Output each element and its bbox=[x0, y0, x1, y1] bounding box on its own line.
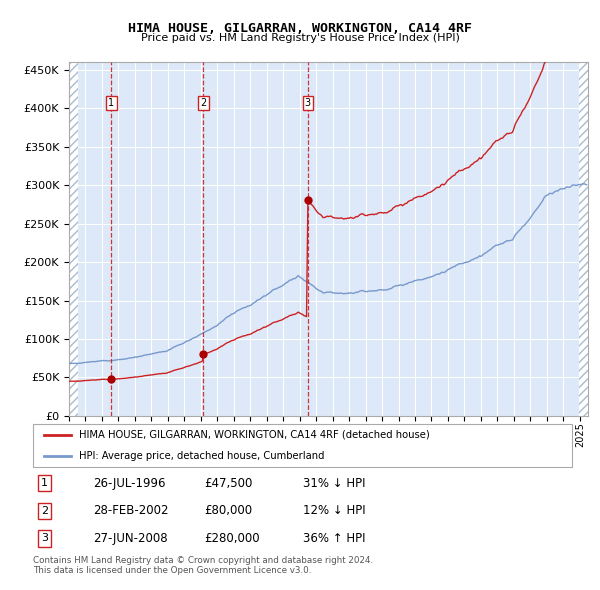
Text: £47,500: £47,500 bbox=[205, 477, 253, 490]
Text: HPI: Average price, detached house, Cumberland: HPI: Average price, detached house, Cumb… bbox=[79, 451, 325, 461]
Text: HIMA HOUSE, GILGARRAN, WORKINGTON, CA14 4RF (detached house): HIMA HOUSE, GILGARRAN, WORKINGTON, CA14 … bbox=[79, 430, 430, 440]
Text: Price paid vs. HM Land Registry's House Price Index (HPI): Price paid vs. HM Land Registry's House … bbox=[140, 33, 460, 43]
Text: 1: 1 bbox=[41, 478, 48, 488]
FancyBboxPatch shape bbox=[33, 424, 572, 467]
Text: 2: 2 bbox=[41, 506, 49, 516]
Text: 1: 1 bbox=[108, 98, 115, 107]
Text: £80,000: £80,000 bbox=[205, 504, 253, 517]
Text: 2: 2 bbox=[200, 98, 206, 107]
Text: 3: 3 bbox=[41, 533, 48, 543]
Text: 3: 3 bbox=[305, 98, 311, 107]
Text: £280,000: £280,000 bbox=[205, 532, 260, 545]
Text: HIMA HOUSE, GILGARRAN, WORKINGTON, CA14 4RF: HIMA HOUSE, GILGARRAN, WORKINGTON, CA14 … bbox=[128, 22, 472, 35]
Text: Contains HM Land Registry data © Crown copyright and database right 2024.: Contains HM Land Registry data © Crown c… bbox=[33, 556, 373, 565]
Text: This data is licensed under the Open Government Licence v3.0.: This data is licensed under the Open Gov… bbox=[33, 566, 311, 575]
Text: 28-FEB-2002: 28-FEB-2002 bbox=[93, 504, 168, 517]
Text: 36% ↑ HPI: 36% ↑ HPI bbox=[303, 532, 365, 545]
Text: 12% ↓ HPI: 12% ↓ HPI bbox=[303, 504, 365, 517]
Text: 31% ↓ HPI: 31% ↓ HPI bbox=[303, 477, 365, 490]
Text: 26-JUL-1996: 26-JUL-1996 bbox=[93, 477, 165, 490]
Text: 27-JUN-2008: 27-JUN-2008 bbox=[93, 532, 167, 545]
Bar bbox=[579, 62, 588, 416]
Bar bbox=[69, 62, 78, 416]
